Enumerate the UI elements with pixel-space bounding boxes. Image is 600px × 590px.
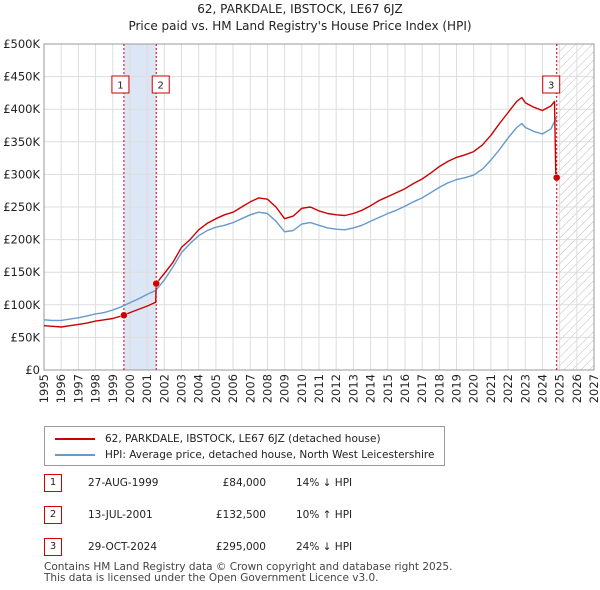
sale-number-badge: 1 — [44, 474, 62, 492]
legend-hpi-swatch — [55, 454, 95, 456]
x-tick-label: 2000 — [123, 374, 137, 403]
x-tick-label: 1998 — [89, 374, 103, 403]
x-tick-label: 2010 — [295, 374, 309, 403]
footer-licence: This data is licensed under the Open Gov… — [44, 572, 379, 584]
plot-area: £0 £50K £100K £150K £200K £250K £300K £350K £400… — [3, 37, 600, 403]
y-tick-label: £350K — [3, 135, 40, 149]
y-tick-label: £0 — [25, 363, 40, 377]
x-tick-label: 2012 — [329, 374, 343, 403]
sale-price: £84,000 — [222, 477, 266, 489]
sale-number-badge: 2 — [44, 506, 62, 524]
x-tick-label: 2017 — [415, 374, 429, 403]
x-tick-label: 2006 — [226, 374, 240, 403]
x-tick-label: 2025 — [553, 374, 567, 403]
footer-copyright: Contains HM Land Registry data © Crown c… — [44, 561, 453, 573]
sale-marker-badge — [151, 75, 170, 94]
x-tick-label: 2018 — [432, 374, 446, 403]
x-tick-label: 2011 — [312, 374, 326, 403]
sale-date: 13-JUL-2001 — [88, 509, 153, 521]
x-tick-label: 2016 — [398, 374, 412, 403]
x-tick-label: 2001 — [140, 374, 154, 403]
y-tick-label: £250K — [3, 200, 40, 214]
x-tick-label: 2005 — [209, 374, 223, 403]
sale-row: 1 27-AUG-1999 £84,000 14% ↓ HPI — [44, 474, 584, 494]
x-tick-label: 2022 — [501, 374, 515, 403]
sale-marker-label: 1 — [117, 81, 123, 92]
y-tick-label: £150K — [3, 265, 40, 279]
sale-hpi-diff: 10% ↑ HPI — [296, 509, 353, 521]
y-tick-label: £100K — [3, 298, 40, 312]
chart-title: 62, PARKDALE, IBSTOCK, LE67 6JZ — [197, 2, 403, 16]
y-tick-label: £400K — [3, 102, 40, 116]
series-line-hpi — [43, 116, 558, 322]
x-tick-label: 1999 — [106, 374, 120, 403]
series-line-property — [43, 96, 558, 328]
sale-row: 2 13-JUL-2001 £132,500 10% ↑ HPI — [44, 506, 584, 526]
x-tick-label: 2007 — [243, 374, 257, 403]
x-tick-label: 2002 — [157, 374, 171, 403]
x-tick-label: 2020 — [467, 374, 481, 403]
x-tick-label: 1995 — [37, 374, 51, 403]
y-tick-label: £50K — [11, 330, 41, 344]
footer-attribution: Contains HM Land Registry data © Crown c… — [44, 562, 452, 584]
legend-property-swatch — [55, 438, 95, 440]
plot-border — [43, 43, 595, 371]
sale-point — [552, 173, 561, 182]
chart-subtitle: Price paid vs. HM Land Registry's House … — [128, 19, 471, 33]
legend-item-property: 62, PARKDALE, IBSTOCK, LE67 6JZ (detache… — [55, 432, 381, 446]
sale-price: £132,500 — [215, 509, 266, 521]
sale-marker-label: 3 — [548, 81, 554, 92]
x-tick-label: 2026 — [570, 374, 584, 403]
x-tick-label: 2009 — [278, 374, 292, 403]
x-tick-label: 2014 — [364, 374, 378, 403]
sale-marker-badge — [111, 75, 130, 94]
sale-marker-label: 2 — [158, 81, 164, 92]
sale-row: 3 29-OCT-2024 £295,000 24% ↓ HPI — [44, 538, 584, 558]
legend-hpi-label: HPI: Average price, detached house, Nort… — [105, 449, 435, 461]
sale-point — [120, 311, 128, 319]
x-tick-label: 2008 — [260, 374, 274, 403]
sale-marker-badge — [542, 75, 561, 94]
x-tick-label: 1996 — [54, 374, 68, 403]
x-tick-label: 2019 — [450, 374, 464, 403]
y-tick-label: £450K — [3, 70, 40, 84]
x-tick-label: 2013 — [346, 374, 360, 403]
x-tick-label: 2021 — [484, 374, 498, 403]
sale-number-badge: 3 — [44, 538, 62, 556]
sale-price: £295,000 — [215, 541, 266, 553]
price-chart: 62, PARKDALE, IBSTOCK, LE67 6JZ Price pa… — [3, 2, 600, 403]
x-tick-label: 2004 — [192, 374, 206, 403]
legend: 62, PARKDALE, IBSTOCK, LE67 6JZ (detache… — [44, 426, 445, 466]
legend-property-label: 62, PARKDALE, IBSTOCK, LE67 6JZ (detache… — [105, 433, 381, 445]
y-tick-label: £300K — [3, 167, 40, 181]
x-tick-label: 2015 — [381, 374, 395, 403]
sale-hpi-diff: 14% ↓ HPI — [296, 477, 353, 489]
sale-date: 29-OCT-2024 — [88, 541, 157, 553]
x-tick-label: 2027 — [587, 374, 600, 403]
x-tick-label: 2024 — [535, 374, 549, 403]
sale-point — [152, 279, 160, 288]
y-tick-label: £500K — [3, 37, 40, 51]
legend-item-hpi: HPI: Average price, detached house, Nort… — [55, 448, 434, 462]
sale-date: 27-AUG-1999 — [88, 477, 159, 489]
x-tick-label: 2003 — [175, 374, 189, 403]
x-tick-label: 1997 — [71, 374, 85, 403]
y-tick-label: £200K — [3, 233, 40, 247]
x-tick-label: 2023 — [518, 374, 532, 403]
sale-hpi-diff: 24% ↓ HPI — [296, 541, 353, 553]
